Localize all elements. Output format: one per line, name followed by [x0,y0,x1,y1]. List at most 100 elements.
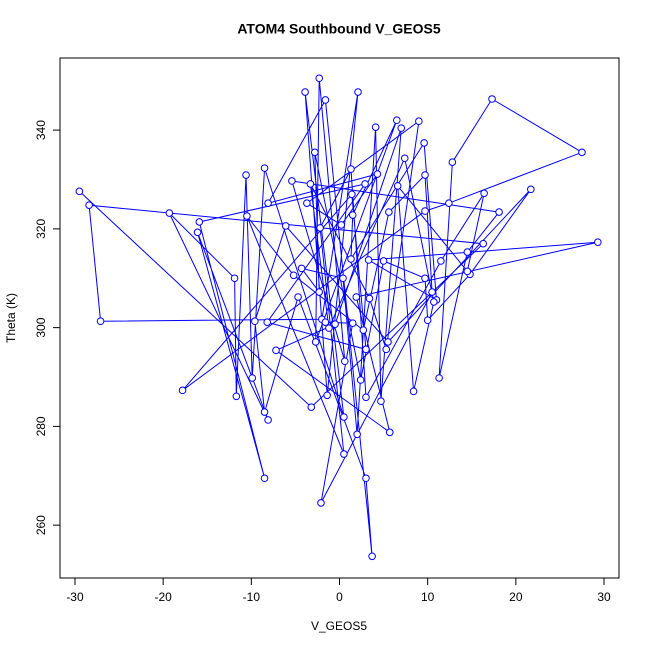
data-point [379,257,388,265]
x-tick-label: -20 [154,590,172,604]
data-point [420,139,428,147]
data-point [232,392,241,401]
data-point [178,386,187,395]
data-point [251,317,259,326]
data-point [356,376,365,384]
data-point [321,96,330,104]
data-point [347,255,355,263]
data-point [85,201,93,209]
data-point [423,316,432,325]
chart-title: ATOM4 Southbound V_GEOS5 [237,21,440,37]
data-point [230,274,239,283]
data-point [382,345,391,354]
data-point [353,430,361,439]
data-point [303,199,311,207]
data-point [260,164,269,172]
x-tick-label: -30 [66,590,84,604]
data-point [437,257,445,265]
data-point [594,238,602,246]
data-point [445,199,453,207]
plot-frame [59,57,620,579]
data-point [311,338,320,346]
data-point [272,346,280,355]
data-point [260,408,269,416]
data-point [325,324,333,332]
data-point [248,374,257,382]
data-point [480,189,488,198]
data-point [306,180,315,188]
x-tick-label: 20 [509,590,523,604]
data-point [75,187,84,196]
data-point [348,190,356,199]
data-point [428,288,436,296]
data-point [323,391,331,400]
data-point [362,345,370,354]
data-point [421,171,429,179]
data-point [311,148,319,157]
data-point [195,218,204,226]
data-point [316,224,324,232]
data-point [385,208,393,216]
data-point [297,264,306,273]
data-point [348,319,357,327]
data-point [331,320,339,328]
data-point [289,271,298,280]
data-point [307,403,316,411]
y-axis-label: Theta (K) [4,293,18,343]
data-point [347,165,355,173]
data-point [393,182,402,190]
data-point [435,374,443,382]
data-point [352,293,361,301]
data-point [340,450,348,458]
data-point [364,256,373,264]
data-point [495,208,503,216]
data-point [362,393,370,402]
data-point [354,88,362,96]
data-point [348,211,357,219]
data-point [339,274,347,283]
data-point [337,221,346,229]
data-point [321,318,330,326]
x-tick-label: 0 [336,590,343,604]
data-point [430,298,438,306]
data-point [368,552,376,561]
y-tick-label: 340 [34,120,48,140]
data-point [393,116,401,125]
data-point [193,228,202,237]
data-point [359,326,368,334]
data-point [384,338,392,346]
y-tick-label: 320 [34,219,48,239]
data-point [373,170,382,178]
data-point [371,123,380,131]
y-tick-label: 260 [34,515,48,535]
data-point [317,499,325,507]
data-point [421,274,429,283]
data-point [281,222,290,230]
data-point [385,428,394,437]
data-point [362,474,370,483]
data-point [377,397,385,406]
data-point [365,294,374,303]
data-point [463,248,472,256]
data-point [488,95,496,103]
data-point [264,199,272,207]
x-tick-label: 30 [597,590,611,604]
data-point [463,267,472,276]
data-point [415,117,423,126]
data-point [400,154,409,163]
x-axis-label: V_GEOS5 [311,619,367,633]
data-point [96,317,105,326]
data-point [243,212,251,220]
data-point [301,88,309,96]
data-point [165,209,174,217]
data-point [288,177,296,185]
data-point [263,318,272,326]
data-point [409,387,418,396]
data-point [315,74,324,83]
x-tick-label: 10 [421,590,435,604]
data-point [315,288,324,296]
data-point [527,185,535,194]
data-point [421,207,429,215]
data-point [294,293,302,301]
